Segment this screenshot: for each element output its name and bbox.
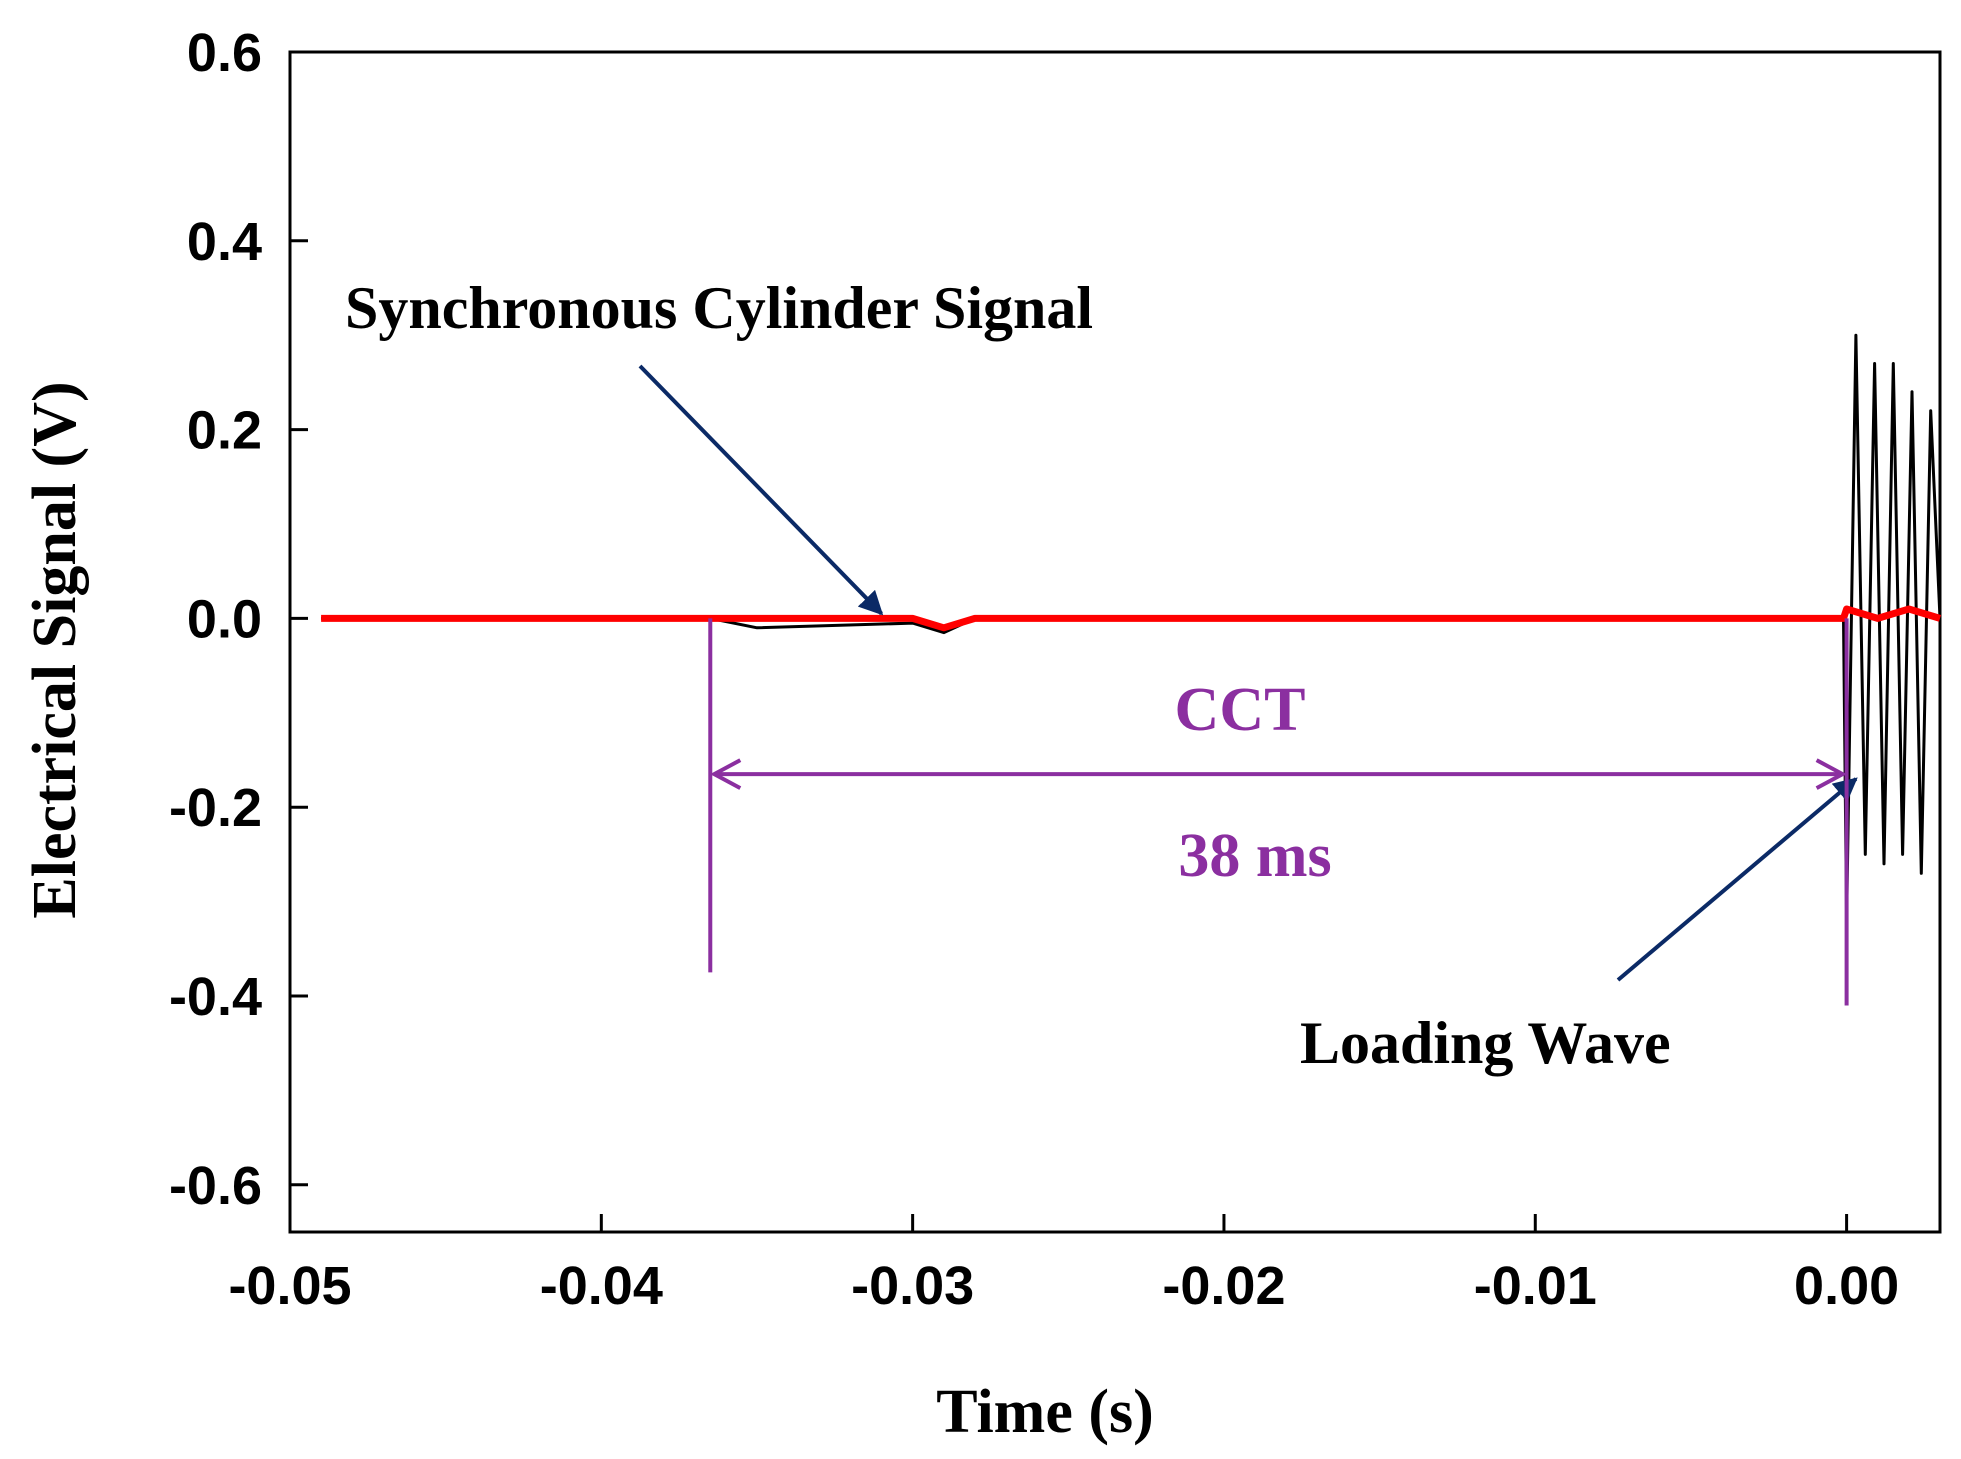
y-tick-label: 0.0: [187, 589, 262, 649]
cct-label: CCT: [1175, 676, 1306, 744]
y-tick-label: 0.4: [187, 212, 262, 272]
x-tick-label: -0.03: [851, 1256, 974, 1316]
y-axis-title: Electrical Signal (V): [21, 381, 89, 918]
y-tick-label: -0.6: [169, 1156, 262, 1216]
x-tick-label: -0.02: [1162, 1256, 1285, 1316]
duration-label: 38 ms: [1178, 822, 1331, 890]
x-tick-label: 0.00: [1794, 1256, 1899, 1316]
y-axis: 0.6 0.4 0.2 0.0 -0.2 -0.4 -0.6: [169, 23, 308, 1216]
x-tick-label: -0.04: [540, 1256, 663, 1316]
x-tick-label: -0.01: [1474, 1256, 1597, 1316]
x-axis-title: Time (s): [936, 1378, 1154, 1446]
loading-wave-label: Loading Wave: [1300, 1010, 1671, 1076]
sync-signal-series: [321, 333, 1942, 922]
y-tick-label: 0.6: [187, 23, 262, 83]
loading-wave-series: [321, 605, 1942, 632]
sync-signal-arrow: [638, 364, 884, 616]
cct-arrowhead-right: [1815, 758, 1847, 790]
x-tick-label: -0.05: [228, 1256, 351, 1316]
annotation-layer: Synchronous Cylinder Signal CCT 38 ms Lo…: [345, 275, 1858, 1076]
series-layer: [321, 333, 1942, 922]
cct-arrowhead-left: [710, 758, 742, 790]
plot-frame: [288, 50, 1942, 1234]
y-tick-label: 0.2: [187, 401, 262, 461]
x-axis: -0.05 -0.04 -0.03 -0.02 -0.01 0.00: [228, 1214, 1899, 1316]
y-tick-label: -0.2: [169, 778, 262, 838]
loading-wave-arrow: [1616, 777, 1858, 982]
y-tick-label: -0.4: [169, 967, 262, 1027]
sync-signal-label: Synchronous Cylinder Signal: [345, 275, 1093, 341]
